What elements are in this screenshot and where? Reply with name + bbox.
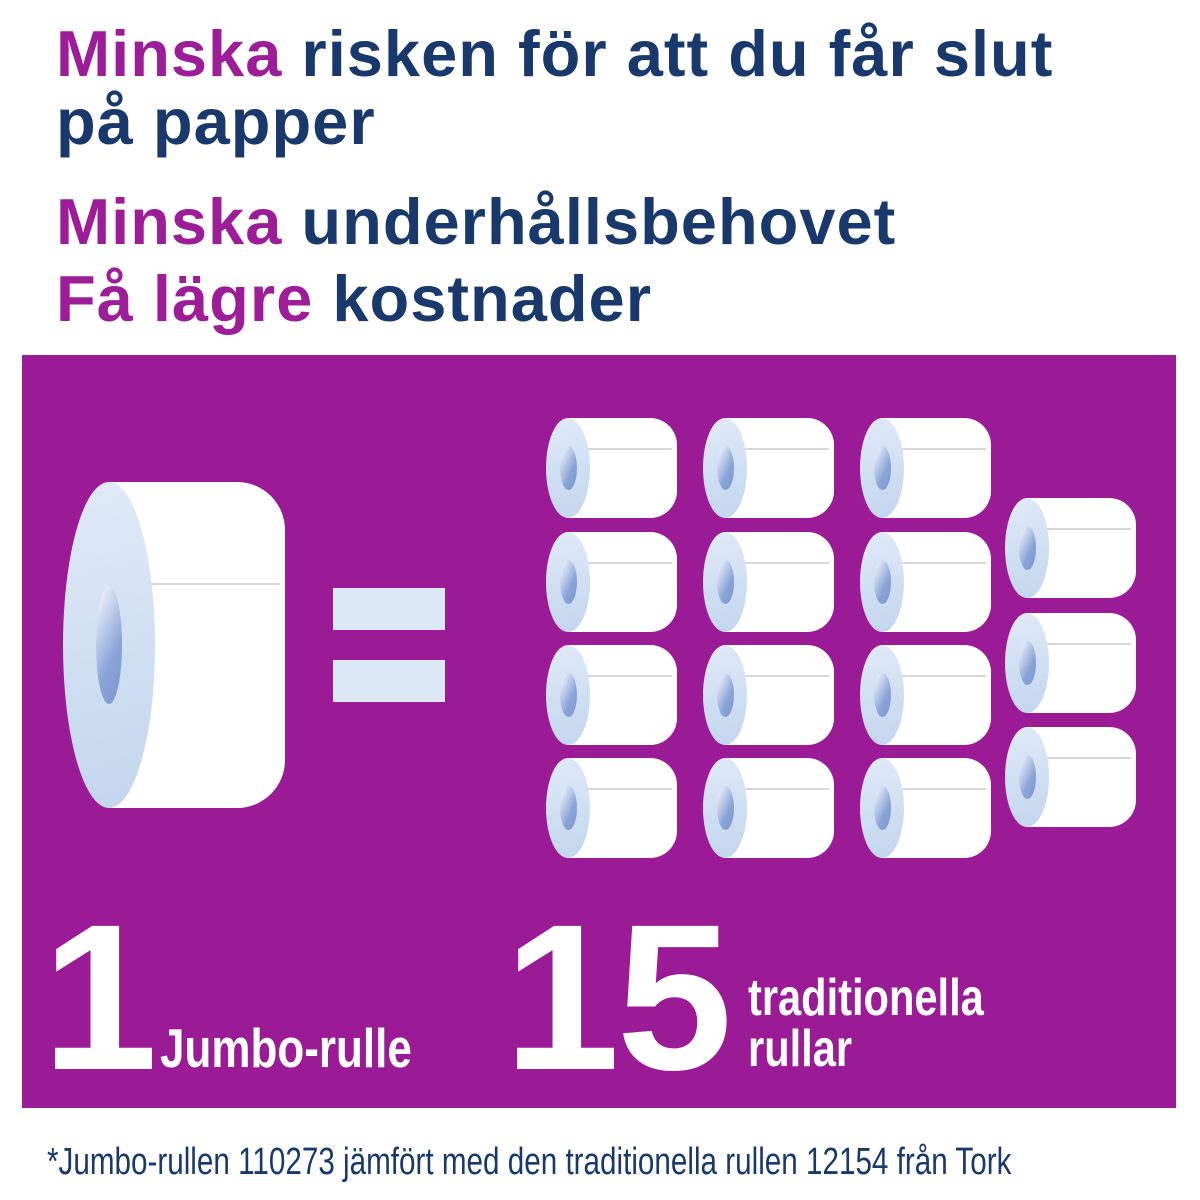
traditional-roll-graphic bbox=[1005, 498, 1136, 598]
traditional-count: 15 bbox=[504, 882, 732, 1114]
roll-seam-line bbox=[883, 562, 986, 564]
headline-rest-text: kostnader bbox=[332, 262, 652, 335]
traditional-roll-graphic bbox=[860, 532, 991, 632]
traditional-roll-graphic bbox=[1005, 727, 1136, 827]
roll-core-hole bbox=[560, 786, 577, 830]
roll-seam-line bbox=[1028, 757, 1131, 759]
headline-rest-text: underhållsbehovet bbox=[301, 185, 897, 258]
roll-core-hole bbox=[874, 786, 891, 830]
roll-core-hole bbox=[874, 673, 891, 717]
traditional-roll-graphic bbox=[546, 758, 677, 858]
roll-core-hole bbox=[874, 446, 891, 490]
roll-core-hole bbox=[717, 560, 734, 604]
roll-core-hole bbox=[717, 786, 734, 830]
headline-rest-text: risken för att du får slut bbox=[301, 17, 1054, 90]
roll-seam-line bbox=[883, 675, 986, 677]
roll-seam-line bbox=[569, 562, 672, 564]
roll-seam-line bbox=[883, 448, 986, 450]
roll-core-hole bbox=[874, 560, 891, 604]
headline-lower-costs: Få lägre kostnader bbox=[56, 265, 652, 333]
headline-accent-text: Minska bbox=[56, 17, 283, 90]
roll-seam-line bbox=[726, 448, 829, 450]
footnote-text: *Jumbo-rullen 110273 jämfört med den tra… bbox=[47, 1141, 1012, 1183]
roll-seam-line bbox=[569, 448, 672, 450]
traditional-roll-graphic bbox=[703, 418, 834, 518]
roll-core-hole bbox=[717, 673, 734, 717]
traditional-label-line1: traditionella bbox=[748, 969, 984, 1027]
roll-core-hole bbox=[560, 673, 577, 717]
roll-seam-line bbox=[569, 788, 672, 790]
traditional-roll-graphic bbox=[703, 532, 834, 632]
roll-core-hole bbox=[1019, 526, 1036, 570]
roll-core-hole bbox=[96, 586, 122, 704]
traditional-roll-graphic bbox=[546, 532, 677, 632]
roll-seam-line bbox=[726, 788, 829, 790]
traditional-label-line2: rullar bbox=[748, 1020, 853, 1078]
roll-seam-line bbox=[726, 675, 829, 677]
traditional-roll-graphic bbox=[546, 418, 677, 518]
roll-seam-line bbox=[883, 788, 986, 790]
headline-accent-text: Få lägre bbox=[56, 262, 314, 335]
roll-seam-line bbox=[726, 562, 829, 564]
roll-core-hole bbox=[560, 446, 577, 490]
equals-bar bbox=[333, 660, 445, 702]
traditional-roll-graphic bbox=[703, 758, 834, 858]
traditional-roll-graphic bbox=[860, 418, 991, 518]
traditional-rolls-grid bbox=[22, 355, 1176, 1108]
traditional-roll-graphic bbox=[860, 758, 991, 858]
roll-seam-line bbox=[569, 675, 672, 677]
headline-line2-text: på papper bbox=[56, 85, 376, 158]
headline-accent-text: Minska bbox=[56, 185, 283, 258]
equals-bar bbox=[333, 588, 445, 630]
traditional-roll-graphic bbox=[1005, 613, 1136, 713]
traditional-label: traditionella rullar bbox=[748, 972, 984, 1078]
roll-core-hole bbox=[717, 446, 734, 490]
headline-reduce-maintenance: Minska underhållsbehovet bbox=[56, 188, 896, 256]
jumbo-count: 1 bbox=[42, 882, 158, 1114]
traditional-roll-graphic bbox=[546, 645, 677, 745]
roll-seam-line bbox=[1028, 643, 1131, 645]
roll-core-hole bbox=[1019, 755, 1036, 799]
roll-seam-line bbox=[111, 583, 280, 585]
jumbo-roll-graphic bbox=[63, 482, 285, 808]
roll-seam-line bbox=[1028, 528, 1131, 530]
comparison-panel: 1 Jumbo-rulle 15 traditionella rullar bbox=[22, 355, 1176, 1108]
roll-core-hole bbox=[1019, 641, 1036, 685]
headline-reduce-risk: Minska risken för att du får slut på pap… bbox=[56, 20, 1053, 156]
traditional-roll-graphic bbox=[703, 645, 834, 745]
roll-core-hole bbox=[560, 560, 577, 604]
jumbo-label: Jumbo-rulle bbox=[160, 1017, 412, 1079]
traditional-roll-graphic bbox=[860, 645, 991, 745]
